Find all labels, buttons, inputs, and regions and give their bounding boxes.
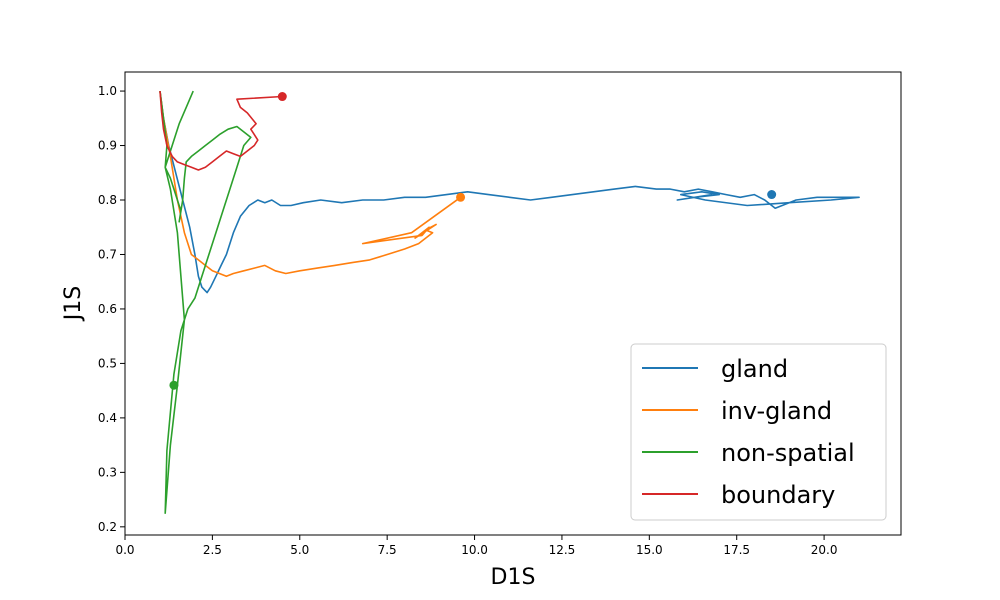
x-tick-label: 5.0 (290, 543, 309, 557)
legend-label-non-spatial: non-spatial (721, 439, 855, 467)
legend-box (630, 343, 887, 521)
x-axis-label: D1S (491, 565, 536, 590)
legend-label-boundary: boundary (721, 481, 835, 509)
y-tick-label: 1.0 (98, 84, 117, 98)
series-line-boundary (159, 91, 283, 171)
x-tick-label: 20.0 (811, 543, 838, 557)
y-tick-label: 0.9 (98, 139, 117, 153)
legend: gland inv-gland non-spatial boundary (630, 343, 887, 521)
y-tick-label: 0.8 (98, 193, 117, 207)
series-end-marker-boundary (277, 92, 287, 102)
series-line-inv-gland (159, 90, 462, 278)
x-tick-label: 12.5 (549, 543, 576, 557)
x-axis: 0.0 2.5 5.0 7.5 10.0 12.5 15.0 17.5 20.0 (115, 535, 837, 557)
y-tick-label: 0.3 (98, 465, 117, 479)
series-end-marker-gland (767, 190, 777, 200)
y-tick-label: 0.2 (98, 520, 117, 534)
x-tick-label: 17.5 (723, 543, 750, 557)
y-tick-label: 0.5 (98, 356, 117, 370)
y-tick-label: 0.4 (98, 411, 117, 425)
series-end-marker-inv-gland (456, 192, 466, 202)
y-tick-label: 0.6 (98, 302, 117, 316)
series-end-marker-non-spatial (169, 380, 179, 390)
x-tick-label: 0.0 (115, 543, 134, 557)
series-layer (159, 90, 860, 515)
y-axis: 0.2 0.3 0.4 0.5 0.6 0.7 0.8 0.9 1.0 (98, 84, 125, 534)
x-tick-label: 7.5 (378, 543, 397, 557)
x-tick-label: 10.0 (461, 543, 488, 557)
legend-label-gland: gland (721, 355, 788, 383)
legend-label-inv-gland: inv-gland (721, 397, 832, 425)
y-tick-label: 0.7 (98, 247, 117, 261)
plot-frame (124, 71, 902, 536)
x-tick-label: 15.0 (636, 543, 663, 557)
y-axis-label: J1S (61, 286, 86, 322)
series-line-gland (159, 90, 860, 294)
x-tick-label: 2.5 (203, 543, 222, 557)
